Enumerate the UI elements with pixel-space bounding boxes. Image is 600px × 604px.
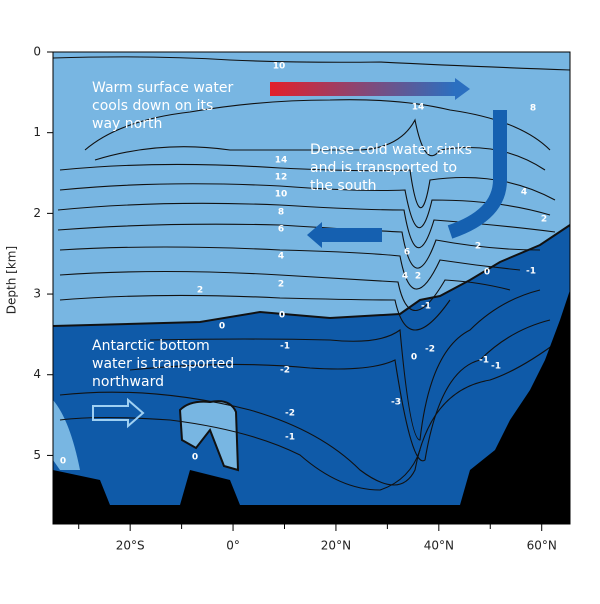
positive-pocket [53,400,80,470]
contour-label: 4 [521,188,527,198]
contour-line [94,118,546,171]
y-axis-label: Depth [km] [5,246,19,314]
contour-line [59,163,556,209]
annotation: Warm surface water [92,80,233,96]
sinking-arrow [447,110,507,239]
contour-line [84,99,551,151]
contour-line [57,223,541,269]
contour-label: -1 [421,302,431,312]
warm-arrow-head [455,78,470,100]
contour-label: 10 [275,190,288,200]
y-tick-label: 2 [33,206,41,220]
contour-label: 6 [278,225,284,235]
annotation: way north [92,116,162,132]
south-arrow [320,228,382,242]
contour-line [178,400,240,472]
contour-label: 8 [278,208,284,218]
y-tick-label: 4 [33,367,41,381]
contour-label: 2 [197,286,203,296]
contour-label: 0 [60,457,66,467]
positive-pocket [180,401,238,470]
annotation: and is transported to [310,160,457,176]
contour-label: 2 [415,272,421,282]
contour-line [59,294,451,331]
contour-label: 8 [530,104,536,114]
contour-line [129,319,551,462]
contour-label: 14 [275,156,288,166]
north-arrow [92,397,145,429]
contour-line [53,224,570,327]
y-tick-label: 3 [33,287,41,301]
contour-label: 2 [278,280,284,290]
bathymetry [53,290,570,524]
x-tick-label: 20°N [321,539,351,553]
annotation: water is transported [92,356,234,372]
contour-label: 0 [192,453,198,463]
contour-label: 4 [402,272,408,282]
annotation: the south [310,178,377,194]
contour-line [59,270,511,311]
negative-region [53,225,570,524]
plot-area [53,52,570,524]
contour-label: 2 [541,215,547,225]
contour-label: 0 [279,311,285,321]
contour-label: 4 [278,252,284,262]
annotation: cools down on its [92,98,213,114]
contour-label: -1 [491,362,501,372]
contour-label: -1 [280,342,290,352]
contour-label: 10 [273,62,286,72]
contour-label: -1 [479,356,489,366]
contour-label: 6 [404,248,410,258]
contour-label: -1 [526,267,536,277]
contour-label: 14 [412,103,425,113]
y-tick-label: 0 [33,45,41,59]
contour-line [59,339,561,486]
y-tick-label: 5 [33,448,41,462]
contour-label: -3 [391,398,401,408]
contour-line [59,183,551,229]
contour-line [53,56,570,71]
annotation: northward [92,374,164,390]
contour-label: 0 [411,353,417,363]
x-tick-label: 0° [226,539,240,553]
y-tick-label: 1 [33,125,41,139]
contour-label: 2 [475,242,481,252]
x-tick-label: 20°S [116,539,145,553]
annotation: Antarctic bottom [92,338,210,354]
south-arrow-head [307,222,322,248]
contour-label: -2 [280,366,290,376]
contour-line [59,416,421,491]
annotation: Dense cold water sinks [310,142,472,158]
contour-label: 0 [219,322,225,332]
x-tick-label: 40°N [424,539,454,553]
contour-line [149,289,541,441]
contour-label: -2 [285,409,295,419]
contour-label: -1 [285,433,295,443]
contour-label: -2 [425,345,435,355]
contour-label: 12 [275,173,288,183]
plot-frame [52,51,571,525]
contour-line [59,246,521,290]
contour-label: 0 [484,268,490,278]
warm-arrow [270,82,455,96]
x-tick-label: 60°N [527,539,557,553]
